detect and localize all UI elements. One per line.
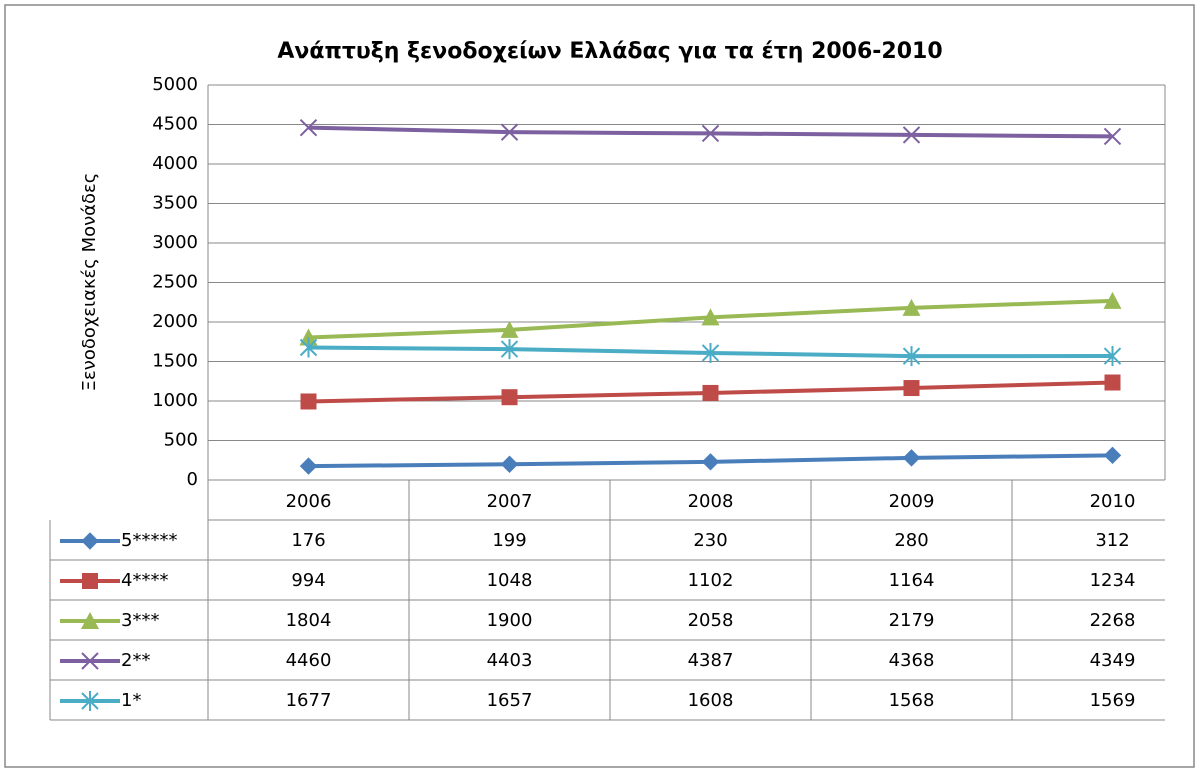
- table-cell: 2268: [1090, 610, 1136, 631]
- marker: [1103, 346, 1122, 367]
- table-cell: 4349: [1090, 650, 1136, 671]
- legend-label: 4****: [121, 570, 168, 591]
- legend-label: 2**: [121, 650, 150, 671]
- y-tick-label: 5000: [152, 74, 198, 95]
- chart-title: Ανάπτυξη ξενοδοχείων Ελλάδας για τα έτη …: [277, 39, 942, 64]
- table-cell: 1657: [487, 690, 533, 711]
- marker: [903, 380, 920, 397]
- table-cell: 4460: [286, 650, 332, 671]
- legend-label: 1*: [121, 690, 141, 711]
- y-axis-label: Ξενοδοχειακές Μονάδες: [79, 173, 100, 392]
- marker: [701, 124, 720, 143]
- marker: [501, 389, 518, 406]
- table-cell: 4387: [688, 650, 734, 671]
- table-cell: 994: [291, 570, 325, 591]
- x-tick-label: 2006: [286, 491, 332, 512]
- marker: [1104, 374, 1121, 391]
- table-cell: 1048: [487, 570, 533, 591]
- table-cell: 176: [291, 530, 325, 551]
- marker: [902, 126, 921, 144]
- marker: [81, 691, 99, 711]
- y-tick-label: 500: [164, 430, 198, 451]
- table-cell: 199: [492, 530, 526, 551]
- table-cell: 1677: [286, 690, 332, 711]
- table-cell: 4403: [487, 650, 533, 671]
- marker: [500, 455, 519, 473]
- marker: [701, 453, 720, 471]
- table-cell: 4368: [889, 650, 935, 671]
- x-tick-label: 2008: [688, 491, 734, 512]
- marker: [81, 652, 99, 670]
- legend-label: 5*****: [121, 530, 177, 551]
- marker: [500, 339, 519, 360]
- marker: [902, 449, 921, 467]
- y-tick-label: 0: [187, 469, 198, 490]
- y-tick-label: 4500: [152, 114, 198, 135]
- y-tick-label: 2500: [152, 272, 198, 293]
- table-cell: 1608: [688, 690, 734, 711]
- marker: [500, 320, 519, 338]
- y-tick-label: 2000: [152, 311, 198, 332]
- y-tick-label: 3000: [152, 232, 198, 253]
- x-tick-label: 2009: [889, 491, 935, 512]
- marker: [701, 342, 720, 363]
- table-cell: 1804: [286, 610, 332, 631]
- table-cell: 2058: [688, 610, 734, 631]
- x-tick-label: 2010: [1090, 491, 1136, 512]
- table-cell: 280: [894, 530, 928, 551]
- marker: [500, 123, 519, 141]
- y-tick-label: 1500: [152, 351, 198, 372]
- marker: [701, 308, 720, 326]
- table-cell: 1234: [1090, 570, 1136, 591]
- table-cell: 230: [693, 530, 727, 551]
- marker: [299, 118, 318, 137]
- marker: [82, 573, 98, 589]
- table-cell: 312: [1095, 530, 1129, 551]
- x-tick-label: 2007: [487, 491, 533, 512]
- marker: [1103, 446, 1122, 465]
- table-cell: 1568: [889, 690, 935, 711]
- table-cell: 1900: [487, 610, 533, 631]
- marker: [299, 328, 318, 346]
- marker: [902, 346, 921, 367]
- table-cell: 1164: [889, 570, 935, 591]
- legend-label: 3***: [121, 610, 159, 631]
- marker: [81, 532, 99, 550]
- marker: [902, 298, 921, 316]
- table-cell: 2179: [889, 610, 935, 631]
- marker: [299, 457, 318, 475]
- marker: [702, 384, 719, 401]
- marker: [299, 337, 318, 358]
- y-tick-label: 4000: [152, 153, 198, 174]
- marker: [1103, 127, 1122, 146]
- table-cell: 1102: [688, 570, 734, 591]
- marker: [300, 393, 317, 410]
- y-tick-label: 3500: [152, 193, 198, 214]
- table-cell: 1569: [1090, 690, 1136, 711]
- marker: [1103, 291, 1122, 309]
- marker: [81, 612, 99, 629]
- y-tick-label: 1000: [152, 390, 198, 411]
- plot: 2006 2007 2008 2009 2010 5***** 176 199 230 280 31…: [49, 84, 1166, 721]
